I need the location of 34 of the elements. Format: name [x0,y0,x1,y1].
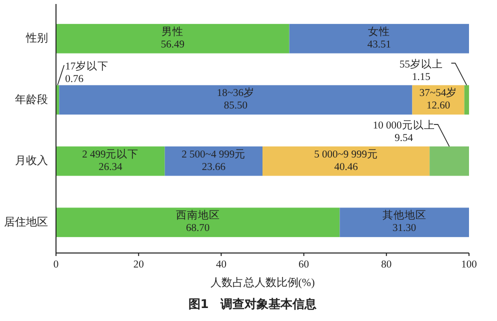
y-tick-label: 居住地区 [4,215,48,228]
y-tick-label: 月收入 [15,154,48,168]
data-label: 西南地区 68.70 [176,208,220,234]
bar [340,208,469,238]
data-label: 5 000~9 999元 40.46 [314,148,378,173]
bar [56,146,165,176]
bar [56,208,340,238]
bar [164,146,262,176]
text: 图1 调查对象基本信息 [188,297,318,311]
data-label: 其他地区 31.30 [382,208,426,234]
bar [262,146,430,176]
bar [59,85,412,115]
data-label: 18~36岁 85.50 [216,87,255,112]
data-label: 2 499元以下 26.34 [82,147,139,173]
data-label: 2 500~4 999元 23.66 [182,148,246,173]
bar [289,24,469,54]
bar [464,85,470,115]
x-tick-label: 40 [216,260,226,270]
data-label: 女性 43.51 [367,26,391,50]
data-label: 10 000元以上 9.54 [372,118,435,144]
x-tick-label: 60 [298,260,310,270]
x-tick-label: 20 [133,260,144,270]
bar [430,146,469,176]
x-tick-label: 80 [381,260,392,270]
data-label: 男性 56.49 [160,26,184,50]
x-tick-label: 0 [53,260,59,270]
x-axis-title: 人数占总人数比例(%) [210,276,316,289]
data-label: 37~54岁 12.60 [419,87,458,112]
x-tick-label: 100 [461,260,477,270]
data-label: 55岁以上 1.15 [399,57,443,83]
y-tick-label: 性别 [25,32,48,45]
data-label: 17岁以下 0.76 [65,59,109,85]
y-tick-label: 年龄段 [15,94,48,106]
bar [56,24,290,54]
